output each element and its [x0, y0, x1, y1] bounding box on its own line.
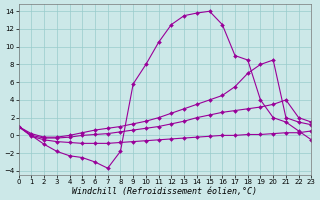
X-axis label: Windchill (Refroidissement éolien,°C): Windchill (Refroidissement éolien,°C) [73, 187, 258, 196]
